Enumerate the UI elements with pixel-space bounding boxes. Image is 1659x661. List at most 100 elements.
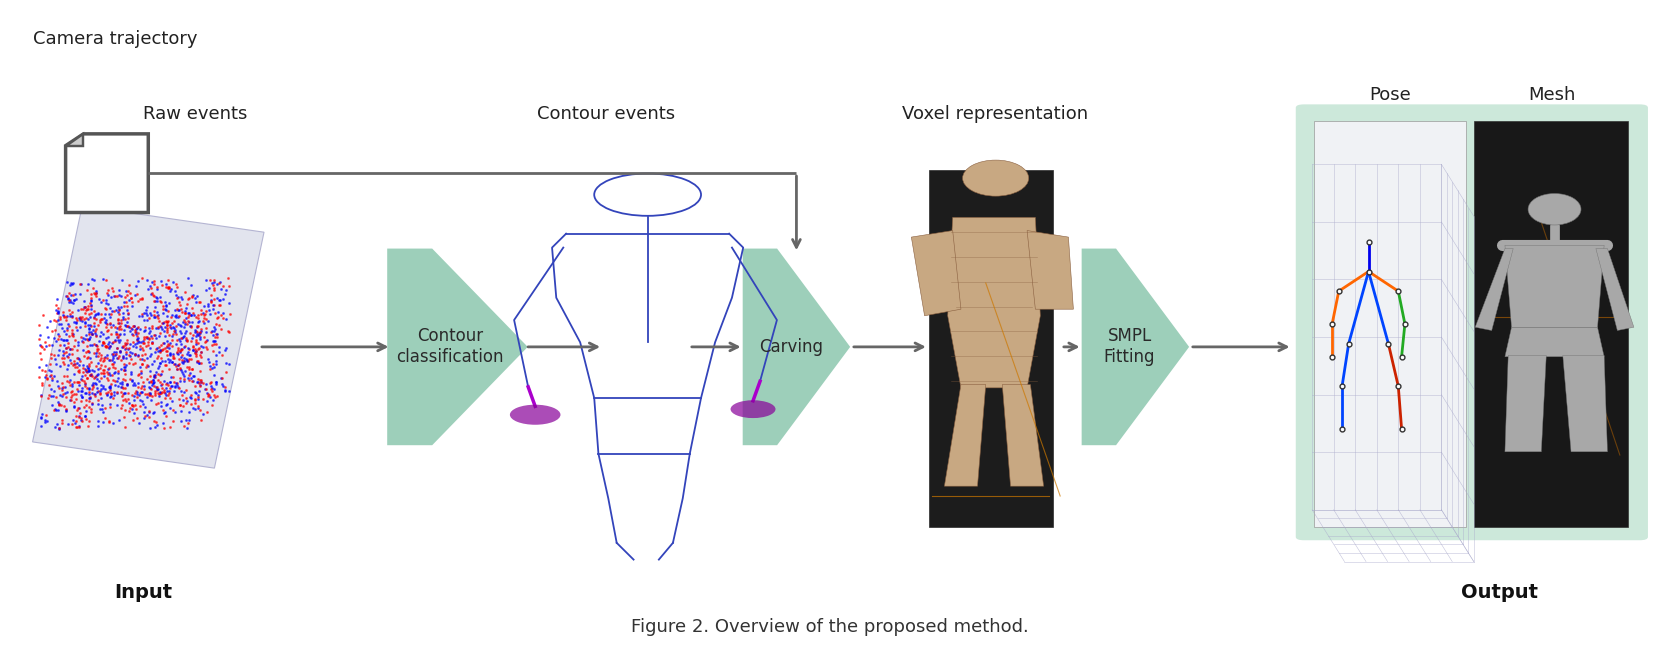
Point	[141, 296, 168, 307]
Point	[80, 370, 106, 381]
Point	[134, 332, 161, 343]
Point	[96, 363, 123, 373]
Point	[131, 315, 158, 325]
Point	[98, 399, 124, 409]
Point	[76, 334, 103, 344]
Point	[154, 282, 181, 292]
Point	[184, 374, 211, 385]
Point	[151, 375, 178, 386]
Point	[48, 323, 75, 333]
Point	[86, 330, 113, 341]
Point	[143, 422, 169, 432]
Point	[53, 405, 80, 415]
Point	[58, 327, 85, 338]
Point	[189, 378, 216, 389]
Point	[80, 329, 106, 339]
Point	[106, 318, 133, 329]
Point	[199, 340, 226, 350]
Point	[105, 323, 131, 333]
Point	[123, 404, 149, 414]
Point	[114, 317, 141, 328]
Point	[66, 365, 93, 375]
Point	[169, 332, 196, 343]
Point	[33, 372, 60, 383]
Point	[96, 354, 123, 365]
Point	[78, 300, 105, 311]
Point	[123, 342, 149, 353]
Point	[27, 372, 53, 383]
Point	[216, 327, 242, 337]
Point	[121, 391, 148, 401]
Point	[113, 319, 139, 330]
Point	[126, 387, 153, 398]
Point	[58, 378, 85, 389]
Point	[153, 360, 179, 370]
Point	[168, 328, 194, 338]
Point	[201, 285, 227, 295]
Point	[169, 389, 196, 400]
Point	[138, 389, 164, 400]
Point	[43, 405, 70, 415]
Point	[116, 347, 143, 358]
Point	[187, 379, 214, 390]
Point	[144, 312, 171, 323]
Point	[78, 289, 105, 299]
Point	[78, 368, 105, 379]
Point	[53, 315, 80, 325]
Point	[164, 292, 191, 303]
Point	[111, 369, 138, 379]
Point	[83, 331, 109, 342]
Point	[41, 405, 68, 415]
Point	[194, 334, 221, 345]
Point	[118, 293, 144, 303]
Point	[50, 389, 76, 399]
Point	[36, 365, 63, 375]
Point	[71, 402, 98, 412]
Polygon shape	[1563, 356, 1608, 451]
Point	[45, 405, 71, 416]
Point	[126, 293, 153, 304]
Point	[179, 307, 206, 318]
Text: Raw events: Raw events	[143, 105, 247, 123]
Point	[33, 321, 60, 332]
Point	[136, 383, 163, 393]
Point	[93, 388, 119, 399]
Point	[105, 388, 131, 399]
Point	[174, 422, 201, 433]
Point	[60, 325, 86, 335]
Point	[206, 300, 232, 311]
Point	[136, 371, 163, 381]
Point	[116, 403, 143, 413]
Point	[151, 360, 178, 370]
Point	[124, 330, 151, 341]
Point	[187, 375, 214, 385]
Point	[141, 329, 168, 340]
Point	[76, 360, 103, 371]
Point	[126, 354, 153, 364]
Point	[93, 322, 119, 332]
Point	[90, 407, 116, 417]
Point	[114, 322, 141, 332]
Point	[153, 316, 179, 327]
Point	[133, 362, 159, 373]
Point	[202, 329, 229, 339]
Point	[164, 344, 191, 355]
Point	[154, 311, 181, 321]
Point	[95, 332, 121, 342]
Point	[207, 372, 234, 383]
Point	[53, 371, 80, 381]
Point	[158, 320, 184, 330]
Point	[174, 418, 201, 428]
Point	[149, 356, 176, 366]
Point	[178, 321, 204, 331]
Point	[101, 350, 128, 360]
Polygon shape	[1596, 249, 1634, 330]
Point	[121, 290, 148, 300]
Point	[118, 404, 144, 414]
Point	[199, 385, 226, 396]
Point	[28, 412, 55, 422]
Point	[192, 336, 219, 346]
Point	[56, 330, 83, 341]
Point	[66, 313, 93, 323]
Point	[111, 364, 138, 375]
